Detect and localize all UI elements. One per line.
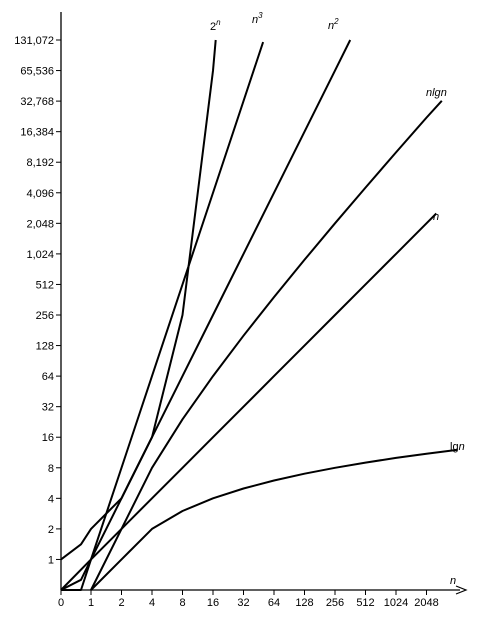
x-tick-label: 128 (295, 597, 313, 609)
series-label-2-pow-n: 2n (210, 18, 221, 33)
y-tick-label: 32,768 (20, 96, 54, 108)
axes: n 0 1 2 4 8 16 32 64 128 256 512 1024 2048 1 2 4 8 16 32 64 1… (14, 12, 468, 609)
x-tick-label: 1024 (384, 597, 408, 609)
x-axis-label: n (450, 575, 456, 587)
x-axis-arrow (455, 585, 468, 595)
y-tick-label: 2 (48, 524, 54, 536)
y-tick-label: 1,024 (26, 249, 54, 261)
series-line-n (60, 212, 438, 591)
y-tick-label: 65,536 (20, 66, 54, 78)
series-label-n-pow-3: n3 (252, 11, 263, 26)
x-tick-label: 8 (179, 597, 185, 609)
x-tick-label: 256 (326, 597, 344, 609)
y-tick-label: 131,072 (14, 35, 54, 47)
y-tick-label: 16,384 (20, 127, 54, 139)
x-tick-label: 0 (58, 597, 64, 609)
y-tick-label: 32 (42, 402, 54, 414)
y-tick-label: 2,048 (26, 218, 54, 230)
series-line-nlgn (90, 100, 443, 591)
x-tick-label: 64 (268, 597, 280, 609)
y-tick-label: 256 (36, 310, 54, 322)
series-label-nlgn: nlgn (426, 87, 447, 99)
series-line-2-pow-n (60, 39, 217, 561)
y-tick-label: 128 (36, 341, 54, 353)
y-tick-label: 8 (48, 463, 54, 475)
series-line-n-pow-2 (60, 39, 352, 591)
series-label-n-pow-2: n2 (328, 17, 339, 32)
series-label-n: n (433, 211, 439, 223)
x-tick-label: 1 (88, 597, 94, 609)
x-tick-label: 32 (237, 597, 249, 609)
series-line-n-pow-3 (61, 41, 265, 591)
y-tick-label: 1 (48, 554, 54, 566)
y-tick-label: 16 (42, 432, 54, 444)
x-tick-label: 512 (356, 597, 374, 609)
x-tick-label: 16 (207, 597, 219, 609)
curves (60, 39, 458, 591)
y-tick-label: 4,096 (26, 188, 54, 200)
x-tick-label: 2048 (414, 597, 438, 609)
y-tick-label: 4 (48, 493, 54, 505)
x-tick-label: 2 (118, 597, 124, 609)
y-tick-label: 512 (36, 279, 54, 291)
series-label-lgn: lgn (450, 441, 465, 453)
series-line-lgn (90, 448, 458, 591)
y-tick-label: 64 (42, 371, 54, 383)
y-tick-label: 8,192 (26, 157, 54, 169)
x-tick-label: 4 (149, 597, 155, 609)
